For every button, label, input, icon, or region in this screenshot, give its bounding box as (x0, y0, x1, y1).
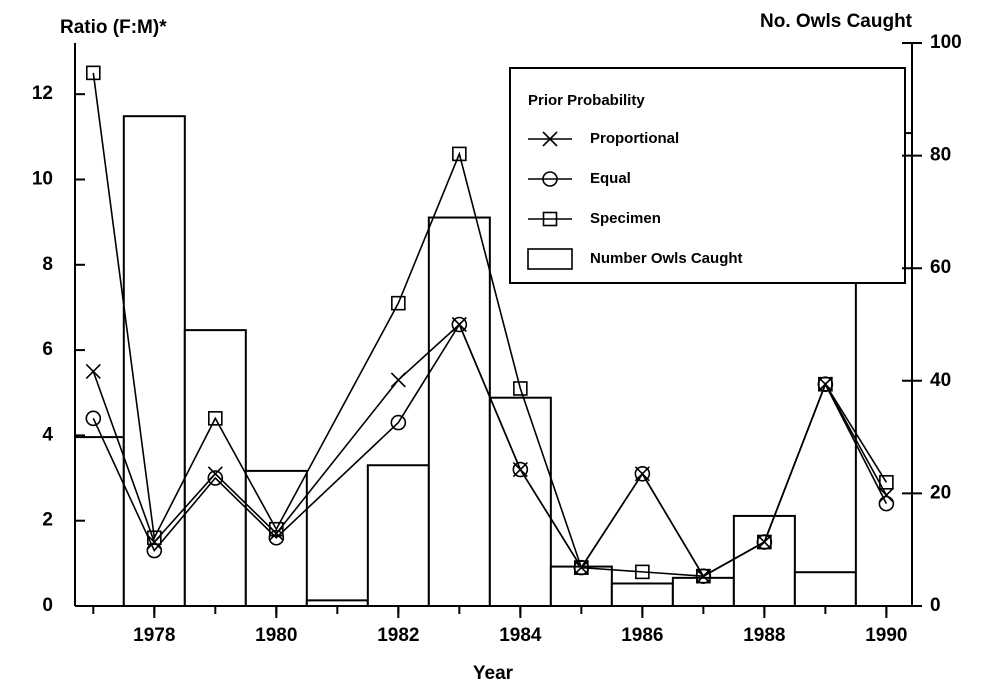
marker-square (86, 65, 101, 81)
y2-tick-label: 40 (930, 370, 951, 391)
legend-box (509, 67, 906, 284)
marker-x (207, 466, 223, 482)
bar (732, 514, 796, 606)
x-tick-label: 1988 (743, 625, 785, 646)
x-tick-label: 1986 (621, 625, 663, 646)
y-tick-label: 10 (32, 169, 53, 190)
x-tick-label: 1990 (865, 625, 907, 646)
x-axis-title: Year (473, 663, 514, 684)
legend-label: Equal (590, 170, 631, 187)
marker-circle (542, 171, 558, 187)
x-tick-label: 1980 (255, 625, 297, 646)
y-tick-label: 0 (42, 595, 53, 616)
x-tick-label: 1984 (499, 625, 542, 646)
y-axis-title: Ratio (F:M)* (60, 17, 167, 38)
bar (427, 216, 491, 606)
marker-circle (512, 461, 529, 478)
marker-square (269, 521, 284, 537)
bar (610, 582, 674, 606)
y-tick-label: 8 (42, 254, 53, 275)
marker-square (757, 534, 772, 550)
y-tick-label: 6 (42, 339, 53, 360)
marker-circle (451, 316, 468, 333)
legend-label: Number Owls Caught (590, 250, 743, 267)
x-tick-label: 1982 (377, 625, 419, 646)
bar (366, 464, 430, 606)
y2-tick-label: 100 (930, 32, 962, 53)
bar (549, 565, 613, 606)
y2-tick-label: 80 (930, 145, 951, 166)
marker-x (146, 534, 162, 550)
legend-label: Proportional (590, 130, 679, 147)
marker-square (208, 411, 223, 426)
y-tick-label: 4 (42, 424, 53, 445)
marker-circle (207, 470, 224, 486)
legend-title: Prior Probability (528, 92, 645, 109)
bar (793, 571, 857, 606)
marker-square (818, 376, 833, 392)
y-tick-label: 12 (32, 83, 53, 104)
series-line (92, 72, 888, 577)
marker-square (513, 381, 528, 396)
x-tick-label: 1978 (133, 625, 175, 646)
bar (488, 396, 552, 606)
marker-circle (390, 414, 407, 431)
marker-square (452, 146, 467, 162)
marker-square (635, 564, 650, 580)
marker-x (878, 487, 894, 503)
y2-tick-label: 0 (930, 595, 941, 616)
y2-axis-title: No. Owls Caught (760, 11, 913, 32)
marker-square (879, 475, 894, 490)
marker-x (268, 525, 284, 542)
marker-square (147, 530, 162, 546)
legend-swatch (527, 248, 573, 270)
bar (75, 436, 125, 606)
marker-circle (878, 495, 895, 512)
bar (183, 329, 247, 606)
marker-x (542, 131, 558, 147)
y2-tick-label: 20 (930, 482, 951, 503)
marker-circle (85, 410, 102, 427)
y-tick-label: 2 (42, 510, 53, 531)
marker-square (574, 560, 589, 575)
y2-tick-label: 60 (930, 257, 951, 278)
bar (122, 115, 186, 606)
marker-square (391, 295, 406, 311)
legend-label: Specimen (590, 210, 661, 227)
marker-square (542, 211, 558, 227)
marker-square (696, 568, 711, 584)
marker-x (390, 372, 406, 388)
marker-x (85, 363, 101, 379)
marker-circle (634, 465, 651, 482)
